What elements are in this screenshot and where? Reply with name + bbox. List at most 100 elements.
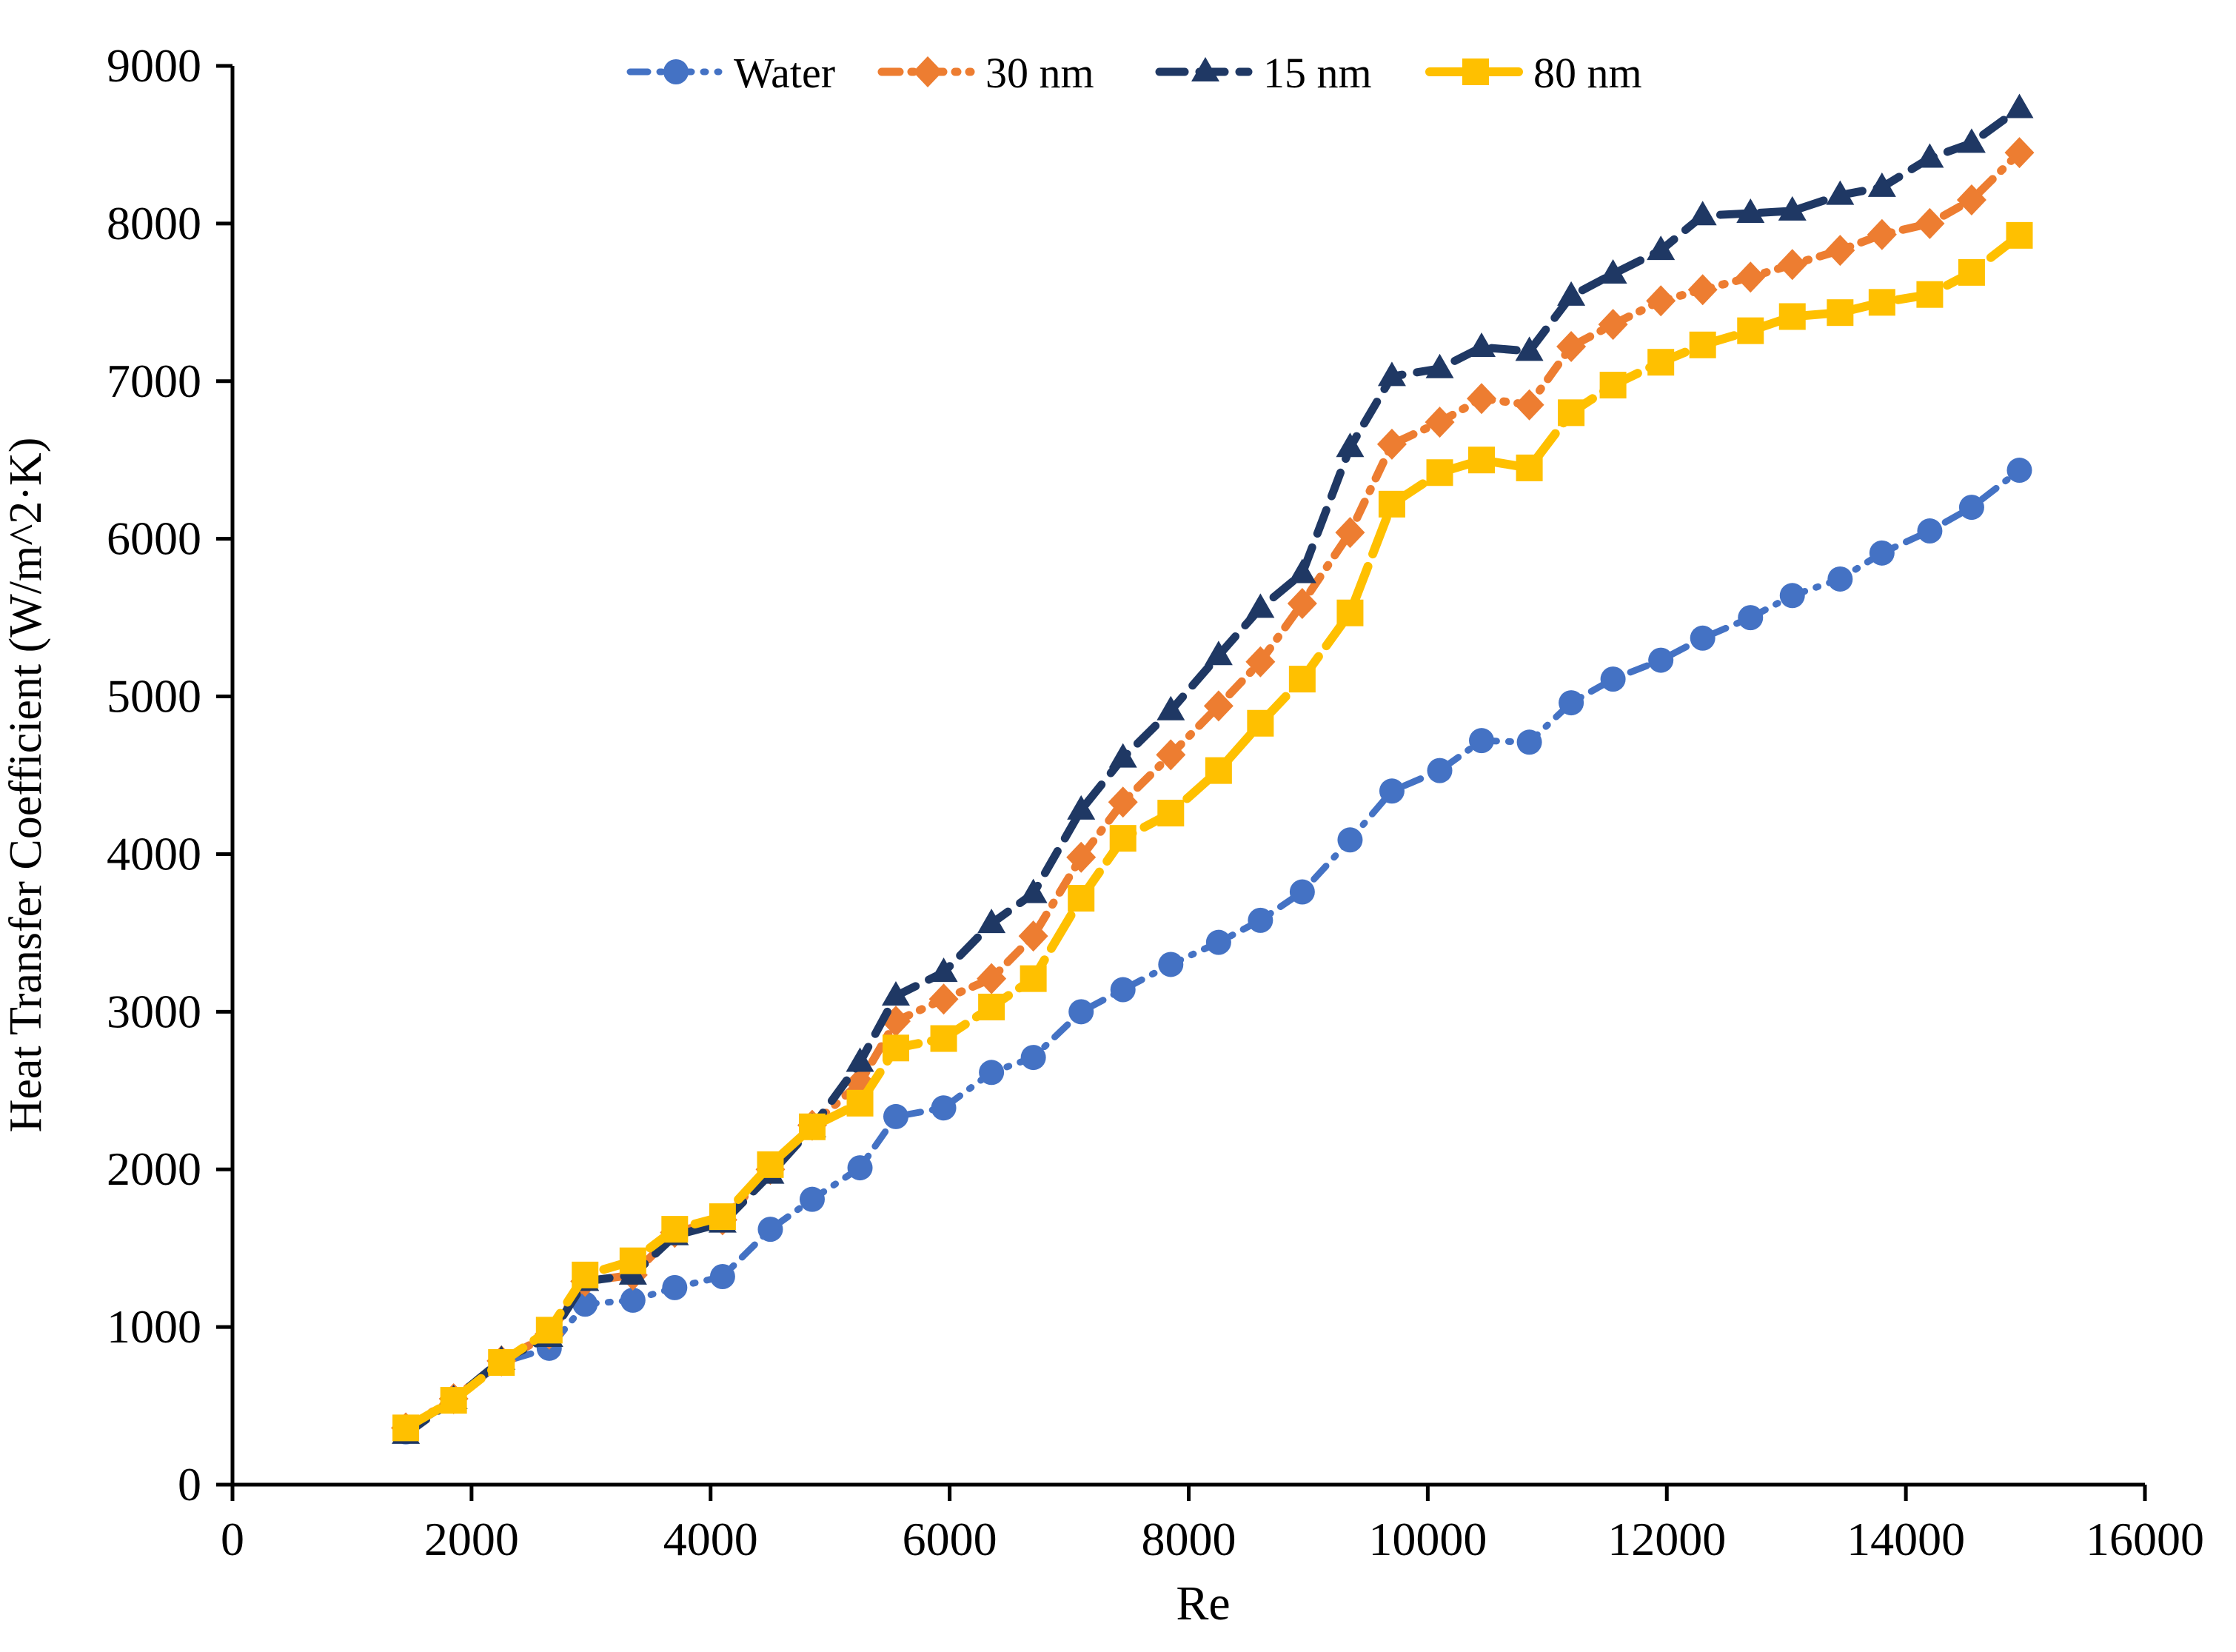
marker-80-nm [2006, 221, 2033, 249]
marker-water [757, 1217, 783, 1243]
marker-80-nm [1558, 399, 1585, 427]
marker-30-nm [1018, 920, 1048, 952]
marker-15-nm [1467, 332, 1496, 358]
marker-30-nm [1203, 690, 1234, 722]
marker-30-nm [1376, 428, 1407, 460]
marker-80-nm [1516, 454, 1543, 481]
axes: 0 2000 4000 6000 8000 10000 12000 14000 16000 0 10… [107, 39, 2204, 1565]
marker-15-nm [881, 981, 910, 1006]
legend-marker-30-nm [913, 56, 943, 87]
marker-80-nm [619, 1247, 646, 1274]
legend-item-15-nm: 15 nm [1155, 49, 1372, 97]
y-tick-label: 7000 [107, 355, 201, 407]
marker-water [1869, 540, 1895, 566]
marker-water [1827, 566, 1853, 592]
marker-80-nm [661, 1216, 689, 1243]
x-tick-label: 8000 [1142, 1513, 1236, 1565]
marker-water [1738, 605, 1764, 631]
marker-80-nm [1868, 289, 1895, 316]
marker-80-nm [846, 1089, 874, 1117]
marker-15-nm [1826, 180, 1855, 205]
legend-label-15-nm: 15 nm [1263, 49, 1372, 97]
marker-80-nm [1468, 447, 1496, 474]
y-tick-label: 6000 [107, 512, 201, 565]
marker-80-nm [709, 1203, 736, 1231]
marker-15-nm [1688, 201, 1717, 226]
marker-15-nm [1867, 172, 1896, 197]
marker-water [1469, 728, 1495, 754]
marker-80-nm [1157, 800, 1185, 827]
x-tick-label: 0 [221, 1513, 244, 1565]
marker-15-nm [1157, 695, 1185, 720]
marker-15-nm [1736, 198, 1765, 224]
marker-water [1516, 729, 1542, 755]
marker-80-nm [1647, 349, 1675, 376]
marker-80-nm [798, 1113, 826, 1140]
marker-15-nm [846, 1047, 874, 1072]
series-water [393, 458, 2032, 1445]
marker-30-nm [928, 983, 959, 1015]
marker-water [799, 1186, 825, 1212]
marker-30-nm [1066, 841, 1097, 873]
marker-15-nm [1108, 743, 1137, 768]
marker-80-nm [1288, 666, 1316, 693]
marker-15-nm [1019, 878, 1048, 903]
y-tick-label: 2000 [107, 1143, 201, 1195]
y-tick-label: 3000 [107, 985, 201, 1037]
marker-water [709, 1263, 735, 1289]
legend: Water 30 nm 15 nm 80 nm [626, 49, 1642, 97]
marker-80-nm [930, 1025, 957, 1052]
marker-15-nm [1336, 432, 1365, 458]
marker-water [1020, 1045, 1046, 1071]
x-tick-label: 2000 [424, 1513, 519, 1565]
marker-30-nm [1777, 249, 1807, 281]
marker-30-nm [1335, 517, 1365, 549]
marker-80-nm [488, 1349, 515, 1377]
marker-30-nm [1108, 786, 1138, 818]
legend-item-30-nm: 30 nm [877, 49, 1094, 97]
marker-80-nm [1778, 303, 1806, 330]
marker-80-nm [1336, 599, 1364, 626]
plot-series [391, 93, 2035, 1445]
marker-15-nm [1204, 641, 1233, 666]
series-80-nm [392, 221, 2033, 1442]
marker-water [1205, 929, 1231, 955]
series-line-80-nm [401, 230, 2024, 1433]
marker-30-nm [1425, 407, 1455, 438]
marker-water [1648, 647, 1674, 673]
marker-water [883, 1103, 908, 1129]
marker-15-nm [929, 957, 958, 983]
marker-30-nm [1467, 383, 1497, 415]
marker-80-nm [1827, 299, 1854, 327]
y-tick-label: 9000 [107, 39, 201, 92]
marker-water [1248, 907, 1273, 933]
legend-marker-80-nm [1462, 58, 1489, 85]
legend-item-water: Water [626, 49, 835, 97]
marker-30-nm [1825, 235, 1855, 267]
y-tick-label: 4000 [107, 827, 201, 880]
x-tick-label: 4000 [663, 1513, 758, 1565]
marker-15-nm [1957, 128, 1986, 153]
marker-30-nm [1156, 739, 1186, 771]
marker-80-nm [1068, 885, 1095, 912]
x-tick-label: 16000 [2086, 1513, 2204, 1565]
x-axis-title: Re [1176, 1576, 1230, 1631]
marker-80-nm [1958, 258, 1985, 286]
legend-marker-water [663, 59, 689, 84]
marker-water [1917, 518, 1943, 544]
marker-15-nm [1246, 593, 1275, 618]
legend-label-80-nm: 80 nm [1533, 49, 1642, 97]
marker-30-nm [1687, 274, 1718, 306]
marker-15-nm [1425, 353, 1454, 378]
x-tick-label: 10000 [1368, 1513, 1487, 1565]
marker-15-nm [1288, 558, 1316, 583]
marker-water [662, 1274, 688, 1300]
marker-80-nm [1247, 709, 1274, 737]
marker-15-nm [1599, 259, 1627, 284]
y-tick-label: 0 [178, 1458, 201, 1511]
y-axis-title: Heat Transfer Coefficient (W/m^2·K) [1, 438, 51, 1133]
marker-water [1289, 879, 1315, 905]
marker-30-nm [1287, 587, 1317, 619]
x-tick-label: 6000 [903, 1513, 997, 1565]
